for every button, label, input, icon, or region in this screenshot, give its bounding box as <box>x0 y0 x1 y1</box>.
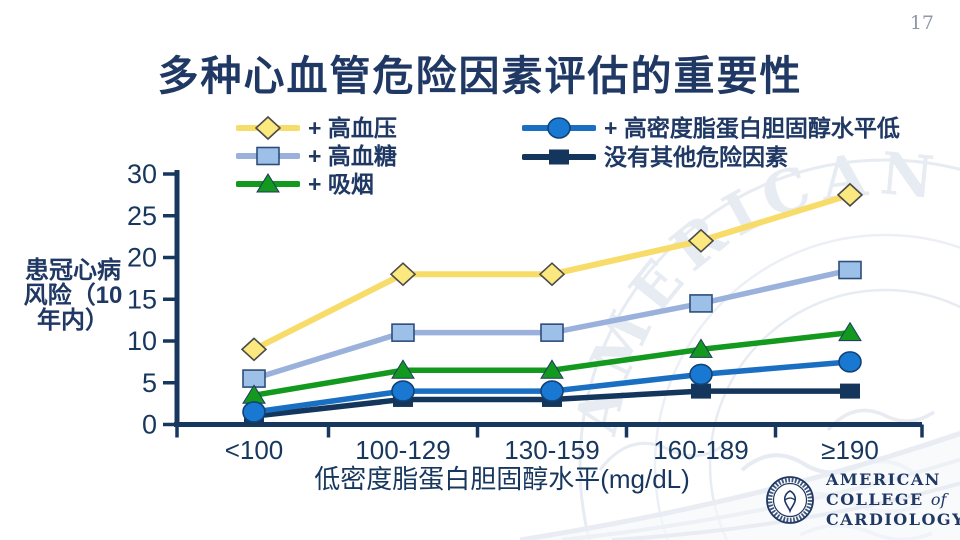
series-2 <box>242 321 862 404</box>
acc-logo-line2: COLLEGE of <box>826 490 947 509</box>
y-tick-label: 0 <box>142 410 157 440</box>
legend-label: + 高血糖 <box>308 143 397 169</box>
x-tick-label: 100-129 <box>355 435 450 465</box>
series-3 <box>242 351 862 423</box>
y-tick-label: 5 <box>142 368 157 398</box>
legend-label: + 高密度脂蛋白胆固醇水平低 <box>604 115 900 141</box>
y-axis-title-line: 年内） <box>37 307 109 334</box>
watermark-arc-text: AMERICAN C <box>562 139 960 440</box>
acc-logo-line3: CARDIOLOGY <box>826 510 960 529</box>
y-axis-title-line: 患冠心病 <box>25 257 121 284</box>
y-tick-label: 25 <box>127 201 157 231</box>
legend-item-no-other-risk: 没有其他危险因素 <box>522 144 788 170</box>
acc-seal-icon <box>766 476 814 524</box>
series-4 <box>244 383 860 424</box>
x-axis-title: 低密度脂蛋白胆固醇水平(mg/dL) <box>314 464 690 494</box>
legend-label: 没有其他危险因素 <box>604 144 788 170</box>
series-1 <box>242 260 862 388</box>
legend-item-diabetes: + 高血糖 <box>236 143 397 169</box>
acc-logo: AMERICAN COLLEGE of CARDIOLOGY <box>764 470 960 530</box>
legend-item-low-hdl: + 高密度脂蛋白胆固醇水平低 <box>522 115 900 141</box>
page-number: 17 <box>909 12 934 34</box>
legend-marker-circle-icon <box>522 117 596 139</box>
acc-logo-text: AMERICAN COLLEGE of CARDIOLOGY <box>826 470 960 530</box>
y-tick-label: 30 <box>127 159 157 189</box>
x-tick-label: ≥190 <box>821 435 879 465</box>
x-tick-label: <100 <box>225 435 284 465</box>
y-axis-title: 患冠心病 风险（10 年内） <box>6 258 140 333</box>
x-tick-label: 160-189 <box>653 435 748 465</box>
legend-marker-diamond-icon <box>236 115 300 141</box>
legend-label: + 吸烟 <box>308 171 374 197</box>
legend-item-hypertension: + 高血压 <box>236 115 397 141</box>
legend-label: + 高血压 <box>308 115 397 141</box>
y-axis-title-line: 风险（10 <box>23 282 123 309</box>
legend-marker-square-icon <box>236 146 300 166</box>
series-0 <box>240 182 864 362</box>
acc-logo-line1: AMERICAN <box>826 470 941 489</box>
legend-marker-triangle-icon <box>236 173 300 193</box>
x-tick-label: 130-159 <box>504 435 599 465</box>
legend-item-smoking: + 吸烟 <box>236 171 374 197</box>
slide-title: 多种心血管危险因素评估的重要性 <box>157 52 803 100</box>
legend-marker-filled-square-icon <box>522 149 596 165</box>
